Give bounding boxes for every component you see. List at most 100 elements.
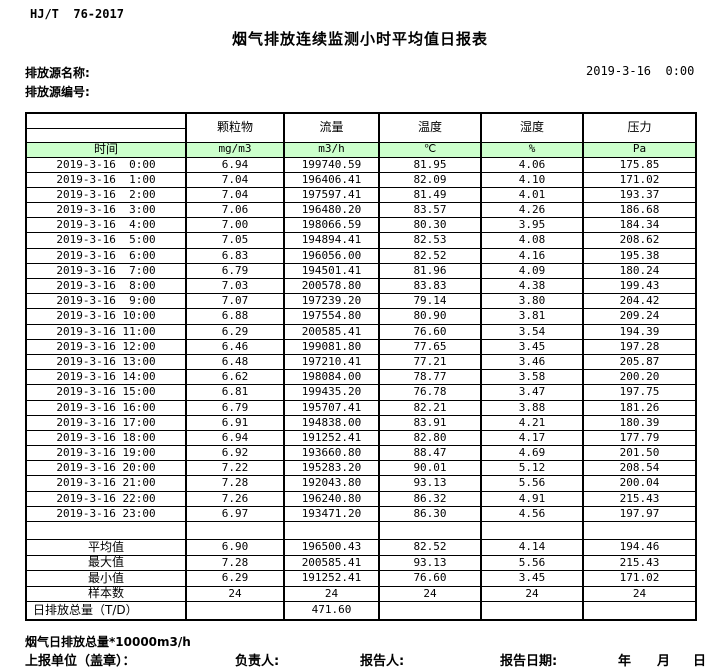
year-label: 年 xyxy=(618,654,632,669)
value-cell: 198084.00 xyxy=(283,369,380,386)
value-cell: 194838.00 xyxy=(283,414,380,431)
time-cell: 2019-3-16 18:00 xyxy=(25,429,187,447)
value-cell: 5.56 xyxy=(480,475,584,492)
value-cell: 90.01 xyxy=(378,460,482,477)
value-cell: 201.50 xyxy=(582,445,697,462)
value-cell: 6.79 xyxy=(185,399,285,416)
value-cell xyxy=(582,521,697,540)
value-cell: 6.94 xyxy=(185,429,285,447)
value-cell: 180.24 xyxy=(582,262,697,280)
value-cell: 79.14 xyxy=(378,293,482,310)
value-cell: 199740.59 xyxy=(283,156,380,173)
value-cell: 82.09 xyxy=(378,171,482,188)
value-cell: 6.91 xyxy=(185,414,285,431)
value-cell: 197597.41 xyxy=(283,186,380,204)
table-row: 2019-3-16 12:00 6.46 199081.80 77.65 3.45 197… xyxy=(25,338,697,355)
value-cell: 215.43 xyxy=(582,554,697,571)
unit-pressure: Pa xyxy=(582,141,697,158)
signature-line: 上报单位（盖章）： 负责人: 报告人: 报告日期: 年 月 日 xyxy=(0,650,720,669)
time-cell xyxy=(25,521,187,540)
value-cell: 204.42 xyxy=(582,293,697,310)
value-cell: 200.20 xyxy=(582,369,697,386)
summary-label-cell: 最大值 xyxy=(25,554,187,571)
report-unit-label: 上报单位（盖章）： xyxy=(25,654,136,669)
value-cell: 200578.80 xyxy=(283,277,380,295)
time-cell: 2019-3-16 2:00 xyxy=(25,186,187,204)
summary-row: 平均值 6.90 196500.43 82.52 4.14 194.46 xyxy=(25,539,697,556)
value-cell: 24 xyxy=(283,585,380,602)
value-cell: 82.52 xyxy=(378,539,482,556)
value-cell: 4.14 xyxy=(480,539,584,556)
value-cell: 180.39 xyxy=(582,414,697,431)
summary-row: 最小值 6.29 191252.41 76.60 3.45 171.02 xyxy=(25,570,697,587)
value-cell: 3.54 xyxy=(480,323,584,340)
responsible-person-label: 负责人: xyxy=(235,654,280,669)
value-cell: 7.03 xyxy=(185,277,285,295)
value-cell: 4.16 xyxy=(480,247,584,264)
value-cell: 205.87 xyxy=(582,353,697,371)
table-row: 2019-3-16 19:00 6.92 193660.80 88.47 4.69 201… xyxy=(25,445,697,462)
value-cell xyxy=(480,601,584,620)
value-cell: 4.91 xyxy=(480,490,584,507)
report-datetime: 2019-3-16 0:00 xyxy=(586,64,695,78)
value-cell xyxy=(185,521,285,540)
value-cell: 197.75 xyxy=(582,384,697,401)
summary-row: 最大值 7.28 200585.41 93.13 5.56 215.43 xyxy=(25,554,697,571)
table-row: 2019-3-16 10:00 6.88 197554.80 80.90 3.81 209… xyxy=(25,308,697,325)
value-cell: 77.21 xyxy=(378,353,482,371)
value-cell: 82.52 xyxy=(378,247,482,264)
value-cell: 24 xyxy=(582,585,697,602)
value-cell: 24 xyxy=(480,585,584,602)
value-cell: 7.04 xyxy=(185,186,285,204)
value-cell: 76.60 xyxy=(378,323,482,340)
table-row: 2019-3-16 20:00 7.22 195283.20 90.01 5.12 208… xyxy=(25,460,697,477)
time-cell: 2019-3-16 16:00 xyxy=(25,399,187,416)
value-cell: 7.06 xyxy=(185,202,285,219)
time-cell: 2019-3-16 15:00 xyxy=(25,384,187,401)
empty-spacer-row xyxy=(25,521,697,540)
column-header-humidity: 湿度 xyxy=(480,112,584,143)
value-cell: 194.39 xyxy=(582,323,697,340)
value-cell: 93.13 xyxy=(378,554,482,571)
value-cell: 7.04 xyxy=(185,171,285,188)
value-cell: 194894.41 xyxy=(283,232,380,249)
value-cell: 82.21 xyxy=(378,399,482,416)
value-cell: 77.65 xyxy=(378,338,482,355)
time-cell: 2019-3-16 7:00 xyxy=(25,262,187,280)
value-cell: 195.38 xyxy=(582,247,697,264)
summary-row: 样本数 24 24 24 24 24 xyxy=(25,585,697,602)
value-cell xyxy=(480,521,584,540)
value-cell: 197210.41 xyxy=(283,353,380,371)
value-cell: 196240.80 xyxy=(283,490,380,507)
time-cell: 2019-3-16 8:00 xyxy=(25,277,187,295)
value-cell: 3.45 xyxy=(480,338,584,355)
unit-header-row: 时间 mg/m3 m3/h ℃ % Pa xyxy=(25,141,697,158)
table-row: 2019-3-16 14:00 6.62 198084.00 78.77 3.58 200… xyxy=(25,369,697,386)
time-cell: 2019-3-16 10:00 xyxy=(25,308,187,325)
value-cell: 191252.41 xyxy=(283,570,380,587)
time-cell: 2019-3-16 11:00 xyxy=(25,323,187,340)
value-cell: 4.69 xyxy=(480,445,584,462)
value-cell: 3.45 xyxy=(480,570,584,587)
time-cell: 2019-3-16 3:00 xyxy=(25,202,187,219)
time-cell: 2019-3-16 5:00 xyxy=(25,232,187,249)
value-cell: 4.38 xyxy=(480,277,584,295)
value-cell: 3.58 xyxy=(480,369,584,386)
table-row: 2019-3-16 9:00 7.07 197239.20 79.14 3.80 204.… xyxy=(25,293,697,310)
value-cell: 7.22 xyxy=(185,460,285,477)
value-cell: 3.81 xyxy=(480,308,584,325)
value-cell: 171.02 xyxy=(582,171,697,188)
value-cell: 3.88 xyxy=(480,399,584,416)
value-cell: 196406.41 xyxy=(283,171,380,188)
header-blank-cell xyxy=(25,112,187,129)
report-date-label: 报告日期: xyxy=(500,654,558,669)
reporter-label: 报告人: xyxy=(360,654,405,669)
value-cell: 93.13 xyxy=(378,475,482,492)
value-cell: 4.01 xyxy=(480,186,584,204)
value-cell: 4.08 xyxy=(480,232,584,249)
value-cell: 7.00 xyxy=(185,217,285,234)
value-cell: 197239.20 xyxy=(283,293,380,310)
table-row: 2019-3-16 2:00 7.04 197597.41 81.49 4.01 193.… xyxy=(25,186,697,204)
value-cell: 4.17 xyxy=(480,429,584,447)
table-row: 2019-3-16 4:00 7.00 198066.59 80.30 3.95 184.… xyxy=(25,217,697,234)
